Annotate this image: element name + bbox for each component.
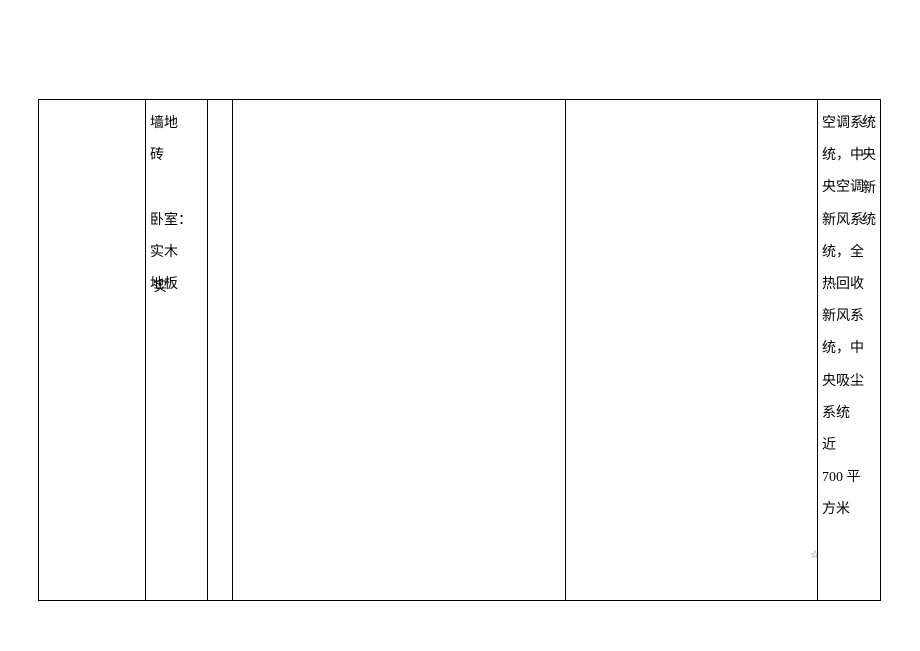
cell-text: 方米 — [822, 494, 876, 526]
table-col-4 — [233, 100, 566, 600]
cell-text: 实木 — [150, 237, 203, 269]
table-col-3 — [208, 100, 233, 600]
table-col-5 — [566, 100, 818, 600]
table-container: 墙地 砖 卧室： 实木 地板 空调系 统，中 央空调 新风系 统，全 热回收 新… — [38, 99, 881, 601]
cell-text: 砖 — [150, 140, 203, 172]
overflow-text: 新 — [862, 173, 876, 205]
cell-text: 统，中 — [822, 333, 876, 365]
cell-text: 卧室： — [150, 205, 203, 237]
cell-text: 700 平 — [822, 462, 876, 494]
cell-text: 新风系 — [822, 301, 876, 333]
star-icon: ☆ — [810, 548, 820, 561]
cell-text: 近 — [822, 430, 876, 462]
table-col-1 — [38, 100, 146, 600]
overflow-text: 统 — [862, 108, 876, 140]
cell-text — [150, 172, 203, 204]
overflow-text: 实 — [153, 272, 167, 304]
cell-text: 系统 — [822, 398, 876, 430]
cell-text: 墙地 — [150, 108, 203, 140]
cell-text: 热回收 — [822, 269, 876, 301]
overflow-text: 央 — [862, 140, 876, 172]
cell-text: 央吸尘 — [822, 366, 876, 398]
overflow-text: 统 — [862, 205, 876, 237]
cell-text: 统，全 — [822, 237, 876, 269]
table-col-2: 墙地 砖 卧室： 实木 地板 — [146, 100, 208, 600]
